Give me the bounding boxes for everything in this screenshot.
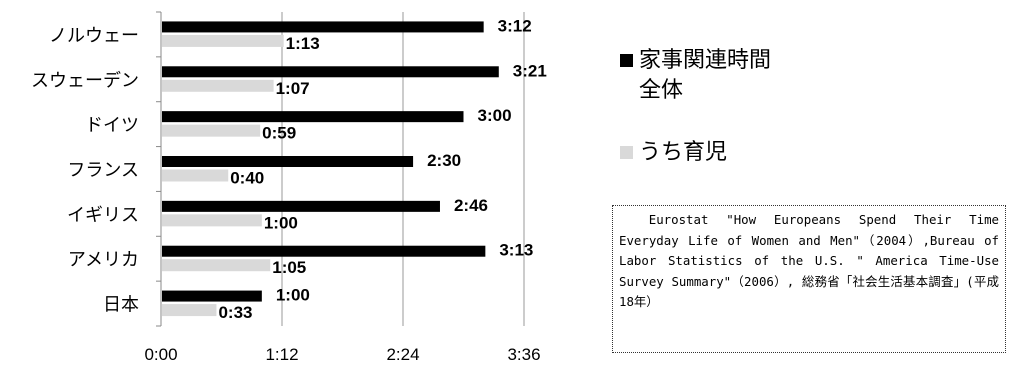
- bar-total: [162, 21, 484, 33]
- data-label-childcare: 0:59: [262, 124, 296, 143]
- x-tick-label: 3:36: [507, 345, 540, 364]
- bar-childcare: [162, 259, 271, 272]
- bar-childcare: [162, 79, 274, 92]
- data-label-childcare: 0:40: [230, 169, 264, 188]
- x-tick-label: 1:12: [265, 345, 298, 364]
- data-label-total: 2:30: [427, 151, 461, 170]
- legend-label-total-line2: 全体: [639, 78, 684, 103]
- legend-label-childcare: うち育児: [639, 140, 728, 165]
- legend-swatch-total: [620, 54, 633, 67]
- bar-childcare: [162, 169, 229, 182]
- bar-total: [162, 66, 499, 78]
- legend-swatch-childcare: [620, 146, 633, 159]
- category-label: アメリカ: [68, 250, 139, 271]
- bar-total: [162, 156, 414, 167]
- data-label-total: 2:46: [454, 196, 488, 215]
- bar-childcare: [162, 304, 217, 317]
- bar-total: [162, 200, 440, 212]
- data-label-total: 3:13: [499, 241, 533, 260]
- bar-childcare: [162, 34, 284, 47]
- category-label: ドイツ: [85, 115, 139, 136]
- bar-total: [162, 290, 262, 302]
- bar-childcare: [162, 214, 262, 227]
- x-tick-label: 0:00: [144, 345, 177, 364]
- legend-item-childcare: うち育児: [620, 138, 727, 168]
- bar-total: [162, 111, 464, 123]
- category-label: ノルウェー: [49, 25, 139, 46]
- bar-childcare: [162, 124, 261, 137]
- data-label-total: 3:12: [498, 16, 532, 35]
- x-tick-label: 2:24: [386, 345, 419, 364]
- data-label-total: 3:21: [513, 61, 547, 80]
- category-label: スウェーデン: [31, 70, 139, 91]
- legend-label-total-line1: 家事関連時間: [639, 48, 772, 73]
- bar-total: [162, 245, 486, 257]
- data-label-childcare: 0:33: [218, 303, 252, 322]
- legend-item-total: 家事関連時間 全体: [620, 46, 771, 106]
- data-label-childcare: 1:05: [272, 258, 306, 277]
- data-label-total: 3:00: [478, 106, 512, 125]
- data-label-childcare: 1:13: [286, 34, 320, 53]
- category-label: イギリス: [67, 205, 139, 226]
- category-label: フランス: [67, 160, 139, 181]
- data-label-total: 1:00: [276, 286, 310, 305]
- source-note: Eurostat "How Europeans Spend Their Time…: [612, 205, 1006, 353]
- data-label-childcare: 1:00: [264, 213, 298, 232]
- bar-chart: ノルウェー 3:12 1:13 スウェーデン 3:21 1:07 ドイツ 3:00 0:59 フラ…: [31, 11, 547, 364]
- data-label-childcare: 1:07: [276, 79, 310, 98]
- category-label: 日本: [103, 295, 139, 316]
